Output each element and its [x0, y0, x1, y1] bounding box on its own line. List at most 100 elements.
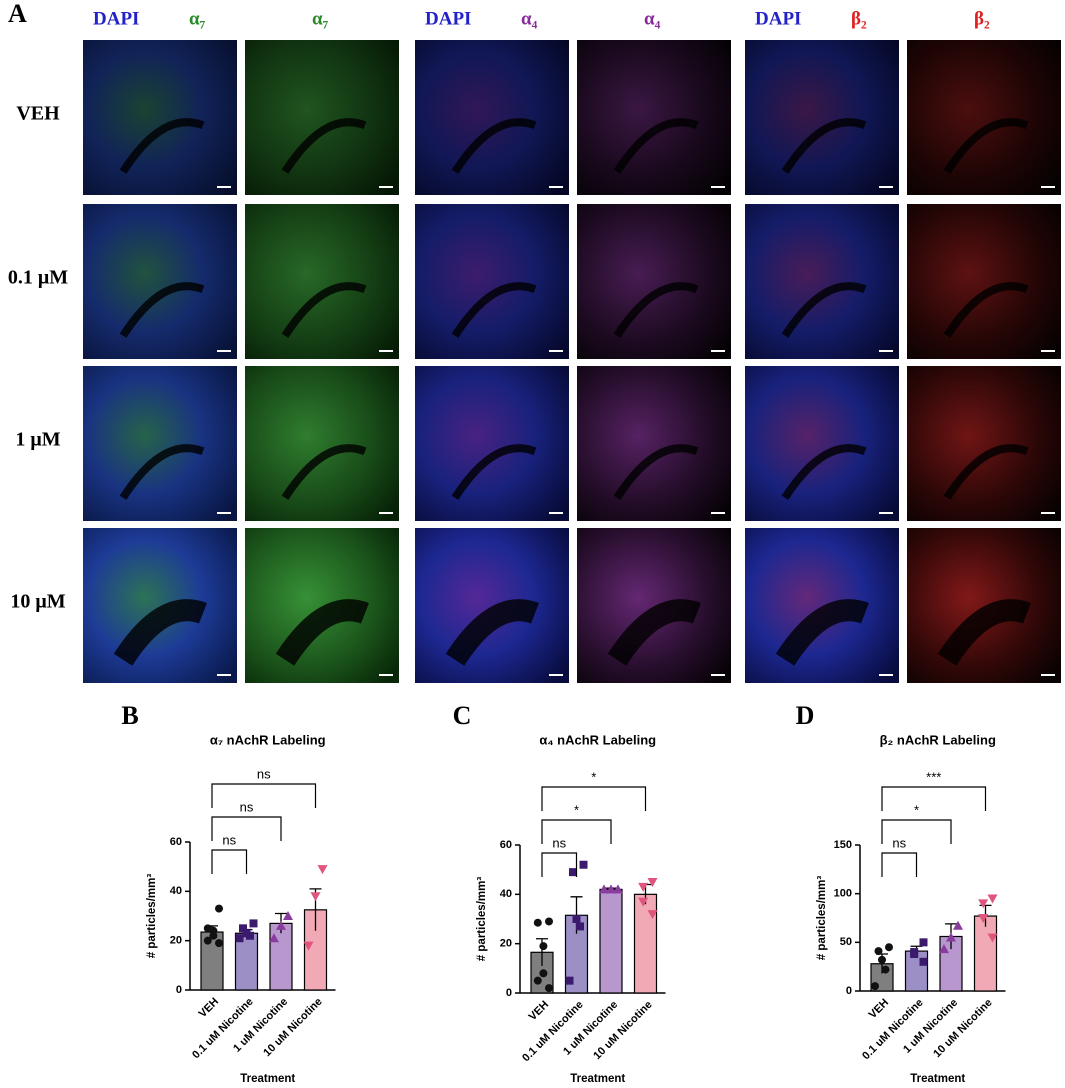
significance-bracket	[211, 783, 317, 808]
data-point	[203, 936, 212, 945]
chart-title: α₇ nAchR Labeling	[210, 732, 326, 747]
tissue-gap	[119, 282, 205, 338]
y-axis-label: # particles/mm³	[816, 876, 828, 961]
significance-bracket	[881, 852, 918, 877]
micrograph-signal	[245, 204, 399, 359]
x-tick-label: 0.1 uM Nicotine	[520, 999, 586, 1065]
data-point	[545, 917, 553, 926]
data-point	[978, 899, 989, 909]
significance-label: ns	[222, 832, 236, 847]
data-point	[269, 933, 279, 943]
bar	[633, 893, 658, 994]
y-tick-label: 60	[170, 836, 182, 848]
micrograph-signal	[577, 204, 731, 359]
column-header: α₄	[521, 8, 538, 29]
micrograph-signal	[245, 40, 399, 195]
significance-bracket	[211, 816, 282, 841]
y-tick-label: 100	[834, 888, 852, 900]
y-axis-label: # particles/mm³	[146, 874, 158, 959]
data-point	[987, 894, 998, 904]
data-point	[638, 897, 649, 907]
data-point	[987, 933, 998, 943]
significance-bracket	[541, 852, 578, 877]
data-point	[303, 941, 314, 951]
data-point	[874, 947, 883, 956]
micrograph-signal	[907, 40, 1061, 195]
column-header: α₄	[644, 8, 661, 29]
micrograph-signal	[415, 528, 569, 683]
y-tick-label: 40	[500, 888, 512, 900]
significance-bracket	[541, 786, 647, 811]
significance-bracket	[541, 819, 612, 844]
significance-label: *	[574, 802, 579, 817]
data-point	[533, 976, 542, 985]
data-point	[638, 882, 649, 892]
column-header: DAPI	[755, 8, 801, 29]
micrograph-signal	[577, 528, 731, 683]
significance-label: *	[591, 769, 596, 784]
micrograph-signal	[415, 204, 569, 359]
data-point	[572, 915, 581, 923]
data-point	[569, 868, 577, 877]
data-point	[215, 904, 223, 913]
micrograph-signal	[415, 40, 569, 195]
tissue-gap	[943, 118, 1029, 174]
tissue-gap	[451, 118, 537, 174]
tissue-gap	[781, 444, 867, 500]
y-tick-label: 0	[506, 987, 512, 999]
column-header: DAPI	[93, 8, 139, 29]
data-point	[978, 914, 989, 923]
tissue-gap	[937, 599, 1031, 666]
significance-bracket	[211, 849, 248, 874]
micrograph-signal	[83, 204, 237, 359]
y-tick-label: 0	[176, 984, 182, 996]
micrograph-signal	[245, 366, 399, 521]
data-point	[235, 934, 244, 943]
data-point	[533, 918, 542, 927]
micrograph-signal	[745, 366, 899, 521]
data-point	[215, 939, 223, 948]
tissue-gap	[451, 282, 537, 338]
y-tick-label: 60	[500, 839, 512, 851]
chart-title: β₂ nAchR Labeling	[880, 732, 996, 747]
micrograph-signal	[745, 204, 899, 359]
tissue-gap	[781, 118, 867, 174]
micrograph-signal	[245, 528, 399, 683]
tissue-gap	[445, 599, 539, 666]
data-point	[919, 938, 928, 947]
data-point	[919, 957, 928, 966]
data-point	[283, 911, 293, 920]
data-point	[545, 984, 553, 993]
tissue-gap	[119, 118, 205, 174]
y-tick-label: 20	[500, 938, 512, 950]
data-point	[539, 969, 548, 978]
tissue-gap	[943, 444, 1029, 500]
y-tick-label: 50	[840, 936, 852, 948]
data-point	[647, 878, 658, 887]
data-point	[239, 924, 247, 933]
bar	[599, 888, 623, 994]
tissue-gap	[943, 282, 1029, 338]
significance-label: *	[914, 802, 919, 817]
x-tick-label: VEH	[867, 997, 892, 1022]
data-point	[249, 919, 258, 928]
tissue-gap	[613, 444, 699, 500]
column-header: β₂	[974, 8, 990, 29]
bar	[269, 922, 293, 991]
data-point	[576, 922, 584, 931]
x-tick-label: 0.1 uM Nicotine	[190, 996, 256, 1062]
tissue-gap	[451, 444, 537, 500]
micrograph-signal	[83, 366, 237, 521]
row-label: 1 μM	[15, 429, 60, 451]
x-axis-label: Treatment	[910, 1073, 965, 1085]
tissue-gap	[281, 118, 367, 174]
significance-label: ns	[240, 799, 254, 814]
data-point	[871, 982, 879, 991]
data-point	[599, 884, 609, 894]
data-point	[910, 950, 919, 959]
tissue-gap	[119, 444, 205, 500]
tissue-gap	[607, 599, 701, 666]
panel-label: C	[453, 701, 472, 730]
panel-label: D	[796, 701, 815, 730]
